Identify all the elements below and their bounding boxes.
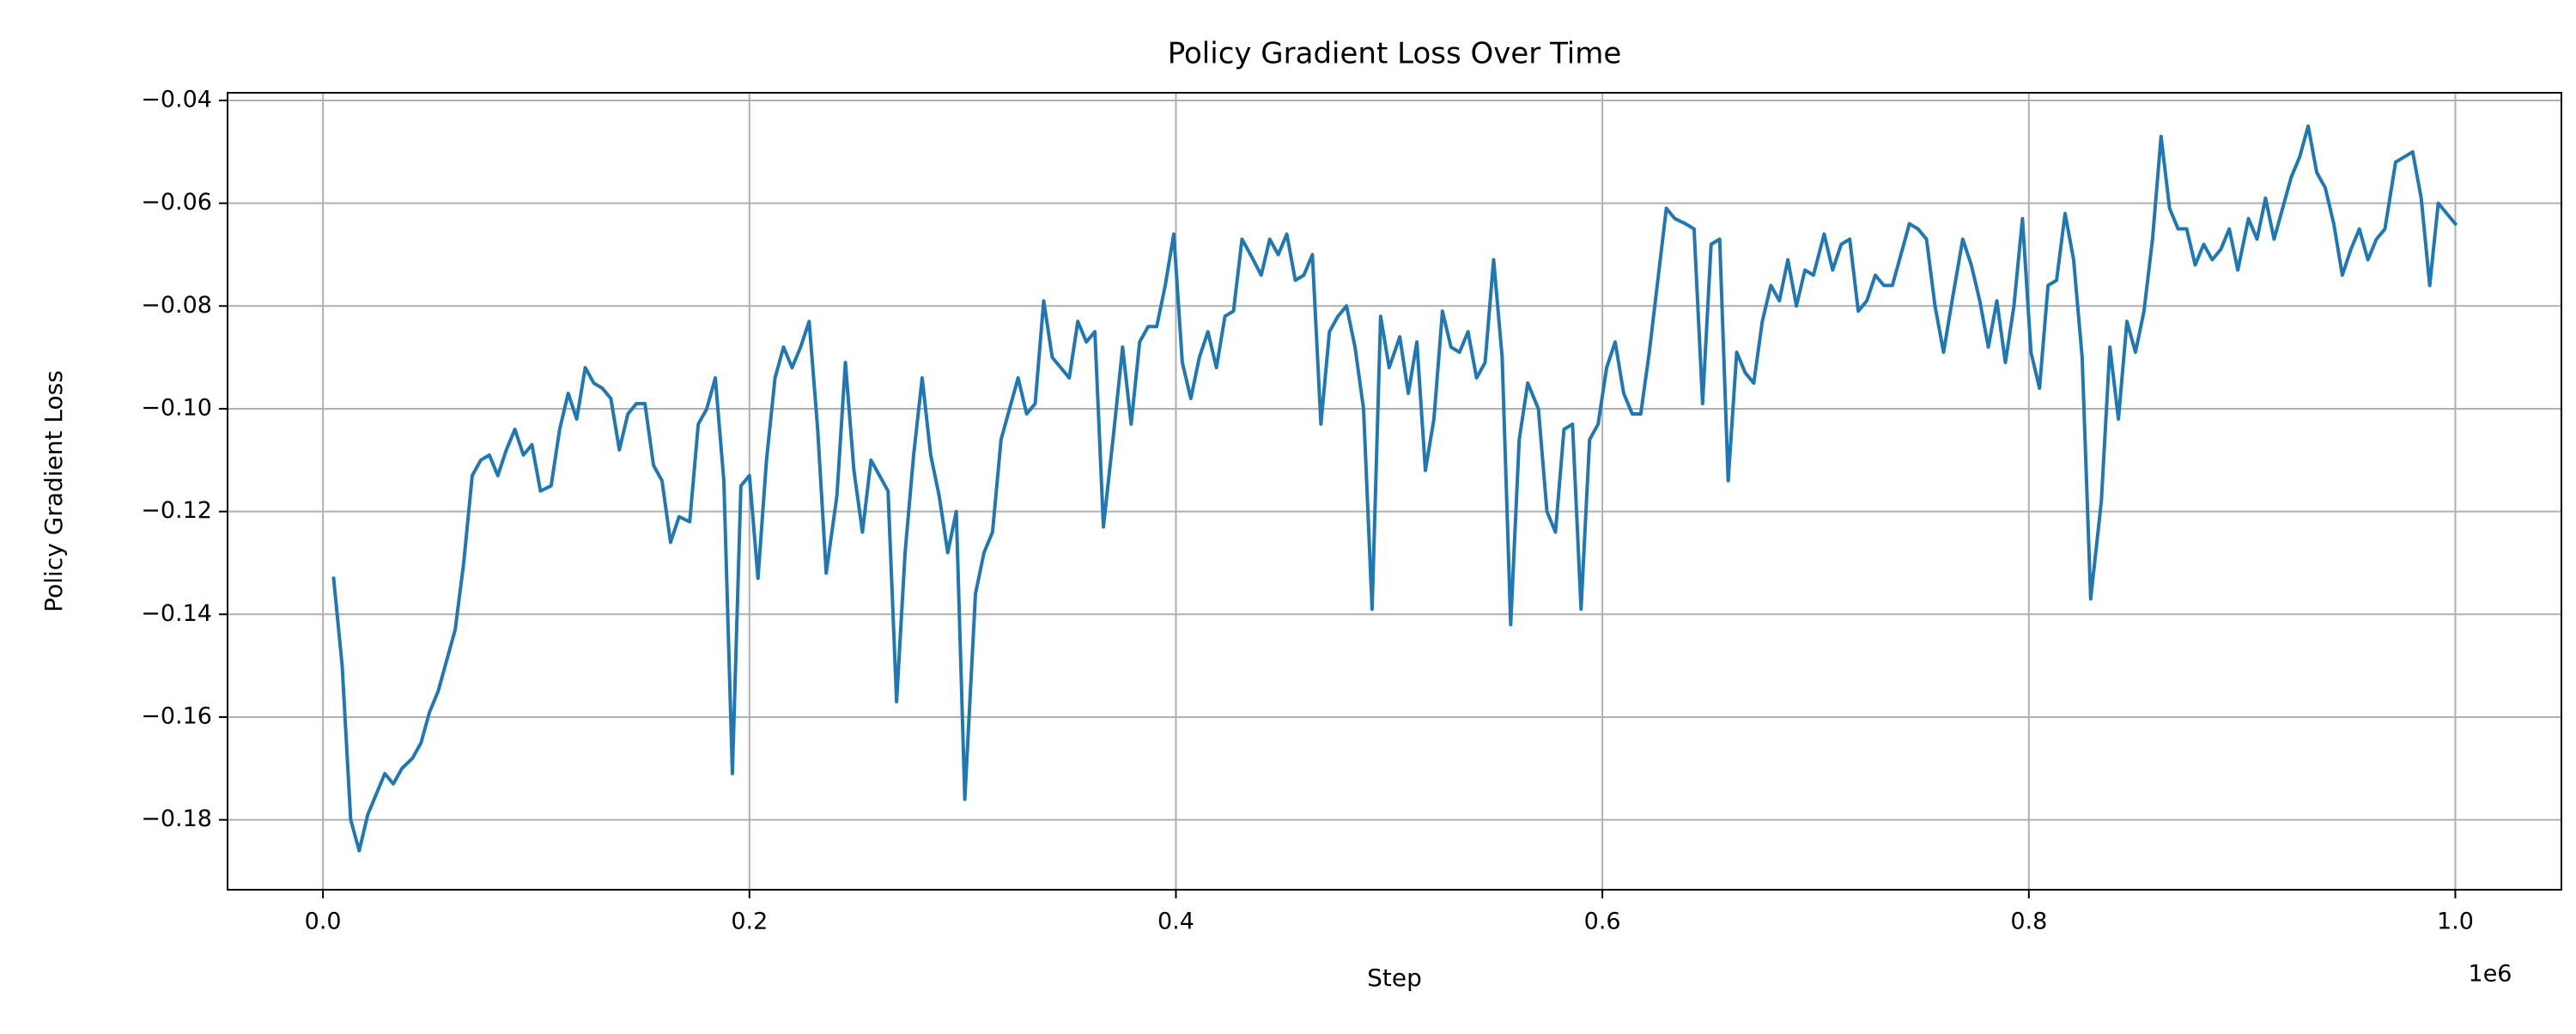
y-axis-label: Policy Gradient Loss <box>39 370 68 612</box>
x-tick-label: 0.4 <box>1157 909 1194 935</box>
y-tick-label: −0.04 <box>141 86 212 113</box>
chart-title: Policy Gradient Loss Over Time <box>1168 37 1622 71</box>
x-tick-label: 0.0 <box>305 909 342 935</box>
plot-area <box>331 124 2458 853</box>
axes-frame <box>227 92 2562 891</box>
data-line <box>331 124 2458 853</box>
x-tick-label: 0.8 <box>2010 909 2047 935</box>
x-tick-label: 0.2 <box>731 909 768 935</box>
y-tick-label: −0.16 <box>141 703 212 729</box>
y-tick-label: −0.14 <box>141 600 212 627</box>
y-tick-label: −0.06 <box>141 189 212 216</box>
y-tick-label: −0.08 <box>141 292 212 319</box>
x-axis-label: Step <box>1367 964 1422 992</box>
y-tick-label: −0.10 <box>141 394 212 421</box>
x-tick-label: 1.0 <box>2437 909 2474 935</box>
y-tick-label: −0.18 <box>141 806 212 832</box>
y-tick-label: −0.12 <box>141 497 212 524</box>
x-tick-label: 0.6 <box>1584 909 1621 935</box>
x-offset-label: 1e6 <box>2469 961 2512 988</box>
ticks: 0.0 0.2 0.4 0.6 0.8 1.0 −0.18 −0.16 −0.14 −0.12 −0… <box>141 86 2474 934</box>
